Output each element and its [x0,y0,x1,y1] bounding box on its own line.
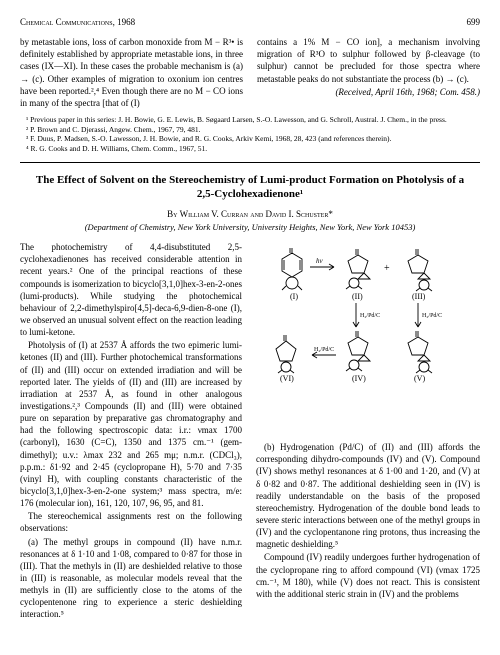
label-II: (II) [352,292,363,301]
body-l2: Photolysis of (I) at 2537 Å affords the … [20,339,242,509]
label-III: (III) [412,292,426,301]
arrow-h2-1: H₂/Pd/C [360,313,380,319]
body-r1: (b) Hydrogenation (Pd/C) of (II) and (II… [256,441,480,550]
intro-text: by metastable ions, loss of carbon monox… [20,36,480,109]
ref1: ¹ Previous paper in this series: J. H. B… [20,115,480,125]
label-IV: (IV) [352,374,366,383]
label-VI: (VI) [280,374,294,383]
ref4: ⁴ R. G. Cooks and D. H. Williams, Chem. … [20,144,480,154]
intro-p1: by metastable ions, loss of carbon monox… [20,36,243,109]
body-l4: (a) The methyl groups in compound (II) h… [20,536,242,621]
ref3: ³ F. Duus, P. Madsen, S.-O. Lawesson, J.… [20,134,480,144]
body-l1: The photochemistry of 4,4-disubstituted … [20,241,242,338]
divider [20,162,480,163]
references-block: ¹ Previous paper in this series: J. H. B… [20,115,480,154]
arrow-h2-2: H₂/Pd/C [422,313,442,319]
affiliation: (Department of Chemistry, New York Unive… [20,222,480,233]
page-number: 699 [467,16,481,28]
arrow-h2-3: H₂/Pd/C [314,347,334,353]
plus-1: + [384,263,390,274]
arrow-hv: hν [316,257,324,265]
journal-name: Chemical Communications, 1968 [20,16,135,28]
ref2: ² P. Brown and C. Djerassi, Angew. Chem.… [20,125,480,135]
label-I: (I) [290,292,298,301]
received-line: (Received, April 16th, 1968; Com. 458.) [257,86,480,98]
reaction-scheme: (I) hν (II) + [256,245,480,435]
intro-p2: contains a 1% M − CO ion], a mechanism i… [257,36,480,85]
body-r2: Compound (IV) readily undergoes further … [256,551,480,600]
body-l3: The stereochemical assignments rest on t… [20,510,242,534]
label-V: (V) [414,374,425,383]
article-title: The Effect of Solvent on the Stereochemi… [32,173,468,202]
byline: By William V. Curran and David I. Schust… [20,208,480,220]
